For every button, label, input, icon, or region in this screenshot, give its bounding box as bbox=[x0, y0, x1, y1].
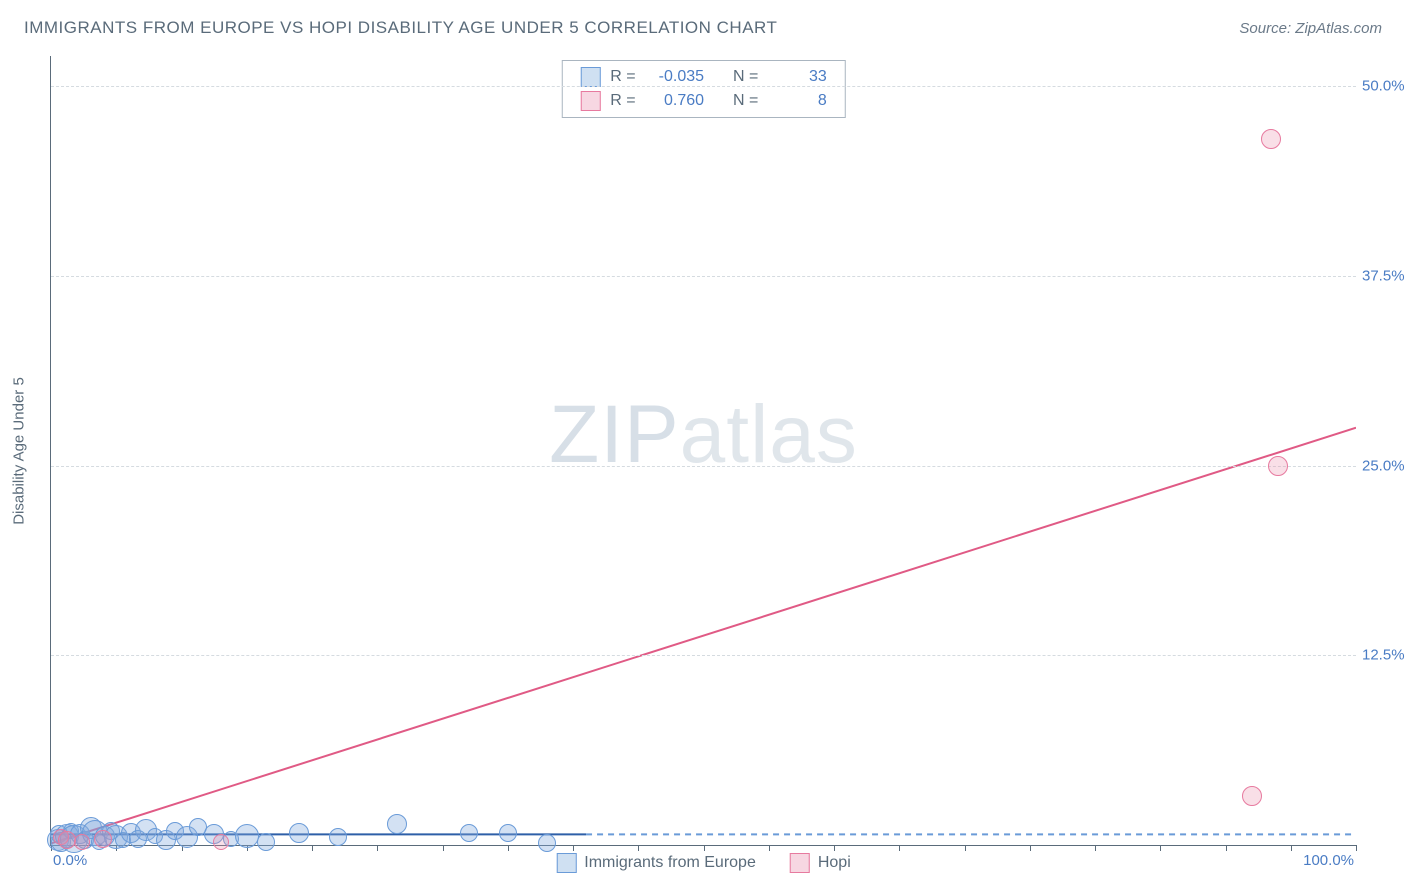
gridline bbox=[51, 466, 1356, 467]
x-tick bbox=[638, 845, 639, 851]
source-attribution: Source: ZipAtlas.com bbox=[1239, 20, 1382, 37]
legend-label-hopi: Hopi bbox=[818, 854, 851, 872]
trendline-hopi bbox=[51, 428, 1356, 844]
r-label: R = bbox=[610, 89, 640, 113]
x-tick bbox=[1356, 845, 1357, 851]
x-tick bbox=[1291, 845, 1292, 851]
legend-swatch-hopi bbox=[790, 853, 810, 873]
x-tick bbox=[1160, 845, 1161, 851]
legend-label-europe: Immigrants from Europe bbox=[584, 854, 756, 872]
x-tick bbox=[1095, 845, 1096, 851]
y-tick-label: 37.5% bbox=[1362, 268, 1406, 285]
x-tick bbox=[704, 845, 705, 851]
n-label: N = bbox=[733, 89, 763, 113]
chart-header: IMMIGRANTS FROM EUROPE VS HOPI DISABILIT… bbox=[0, 0, 1406, 48]
r-value-hopi: 0.760 bbox=[650, 89, 704, 113]
x-tick bbox=[312, 845, 313, 851]
point-europe bbox=[460, 824, 478, 842]
x-axis-zero-label: 0.0% bbox=[53, 852, 87, 869]
scatter-chart: Disability Age Under 5 ZIPatlas R = -0.0… bbox=[50, 56, 1356, 846]
point-europe bbox=[499, 824, 517, 842]
point-europe bbox=[257, 833, 275, 851]
x-tick bbox=[899, 845, 900, 851]
n-value-hopi: 8 bbox=[773, 89, 827, 113]
y-tick-label: 25.0% bbox=[1362, 457, 1406, 474]
point-hopi bbox=[1242, 786, 1262, 806]
point-hopi bbox=[1261, 129, 1281, 149]
gridline bbox=[51, 655, 1356, 656]
legend-item-hopi: Hopi bbox=[790, 853, 851, 873]
point-hopi bbox=[213, 834, 229, 850]
y-tick-label: 12.5% bbox=[1362, 647, 1406, 664]
watermark: ZIPatlas bbox=[549, 388, 858, 482]
legend: Immigrants from Europe Hopi bbox=[556, 853, 851, 873]
x-tick bbox=[377, 845, 378, 851]
point-europe bbox=[538, 834, 556, 852]
x-tick bbox=[573, 845, 574, 851]
x-tick bbox=[769, 845, 770, 851]
x-axis-max-label: 100.0% bbox=[1303, 852, 1354, 869]
x-tick bbox=[1030, 845, 1031, 851]
source-value: ZipAtlas.com bbox=[1295, 20, 1382, 37]
x-tick bbox=[1226, 845, 1227, 851]
trendline-layer bbox=[51, 56, 1356, 845]
point-europe bbox=[387, 814, 407, 834]
legend-swatch-europe bbox=[556, 853, 576, 873]
point-europe bbox=[329, 828, 347, 846]
x-tick bbox=[965, 845, 966, 851]
y-tick-label: 50.0% bbox=[1362, 78, 1406, 95]
x-tick bbox=[508, 845, 509, 851]
point-hopi bbox=[94, 830, 112, 848]
source-label: Source: bbox=[1239, 20, 1295, 37]
legend-item-europe: Immigrants from Europe bbox=[556, 853, 756, 873]
gridline bbox=[51, 86, 1356, 87]
point-europe bbox=[235, 824, 259, 848]
regression-row-hopi: R = 0.760 N = 8 bbox=[580, 89, 826, 113]
point-hopi bbox=[74, 834, 90, 850]
swatch-hopi bbox=[580, 91, 600, 111]
chart-title: IMMIGRANTS FROM EUROPE VS HOPI DISABILIT… bbox=[24, 18, 777, 38]
point-hopi bbox=[1268, 456, 1288, 476]
gridline bbox=[51, 276, 1356, 277]
point-hopi bbox=[58, 831, 76, 849]
x-tick bbox=[443, 845, 444, 851]
regression-stats-box: R = -0.035 N = 33 R = 0.760 N = 8 bbox=[561, 60, 845, 118]
y-axis-title: Disability Age Under 5 bbox=[11, 377, 28, 525]
point-europe bbox=[289, 823, 309, 843]
x-tick bbox=[834, 845, 835, 851]
swatch-europe bbox=[580, 67, 600, 87]
